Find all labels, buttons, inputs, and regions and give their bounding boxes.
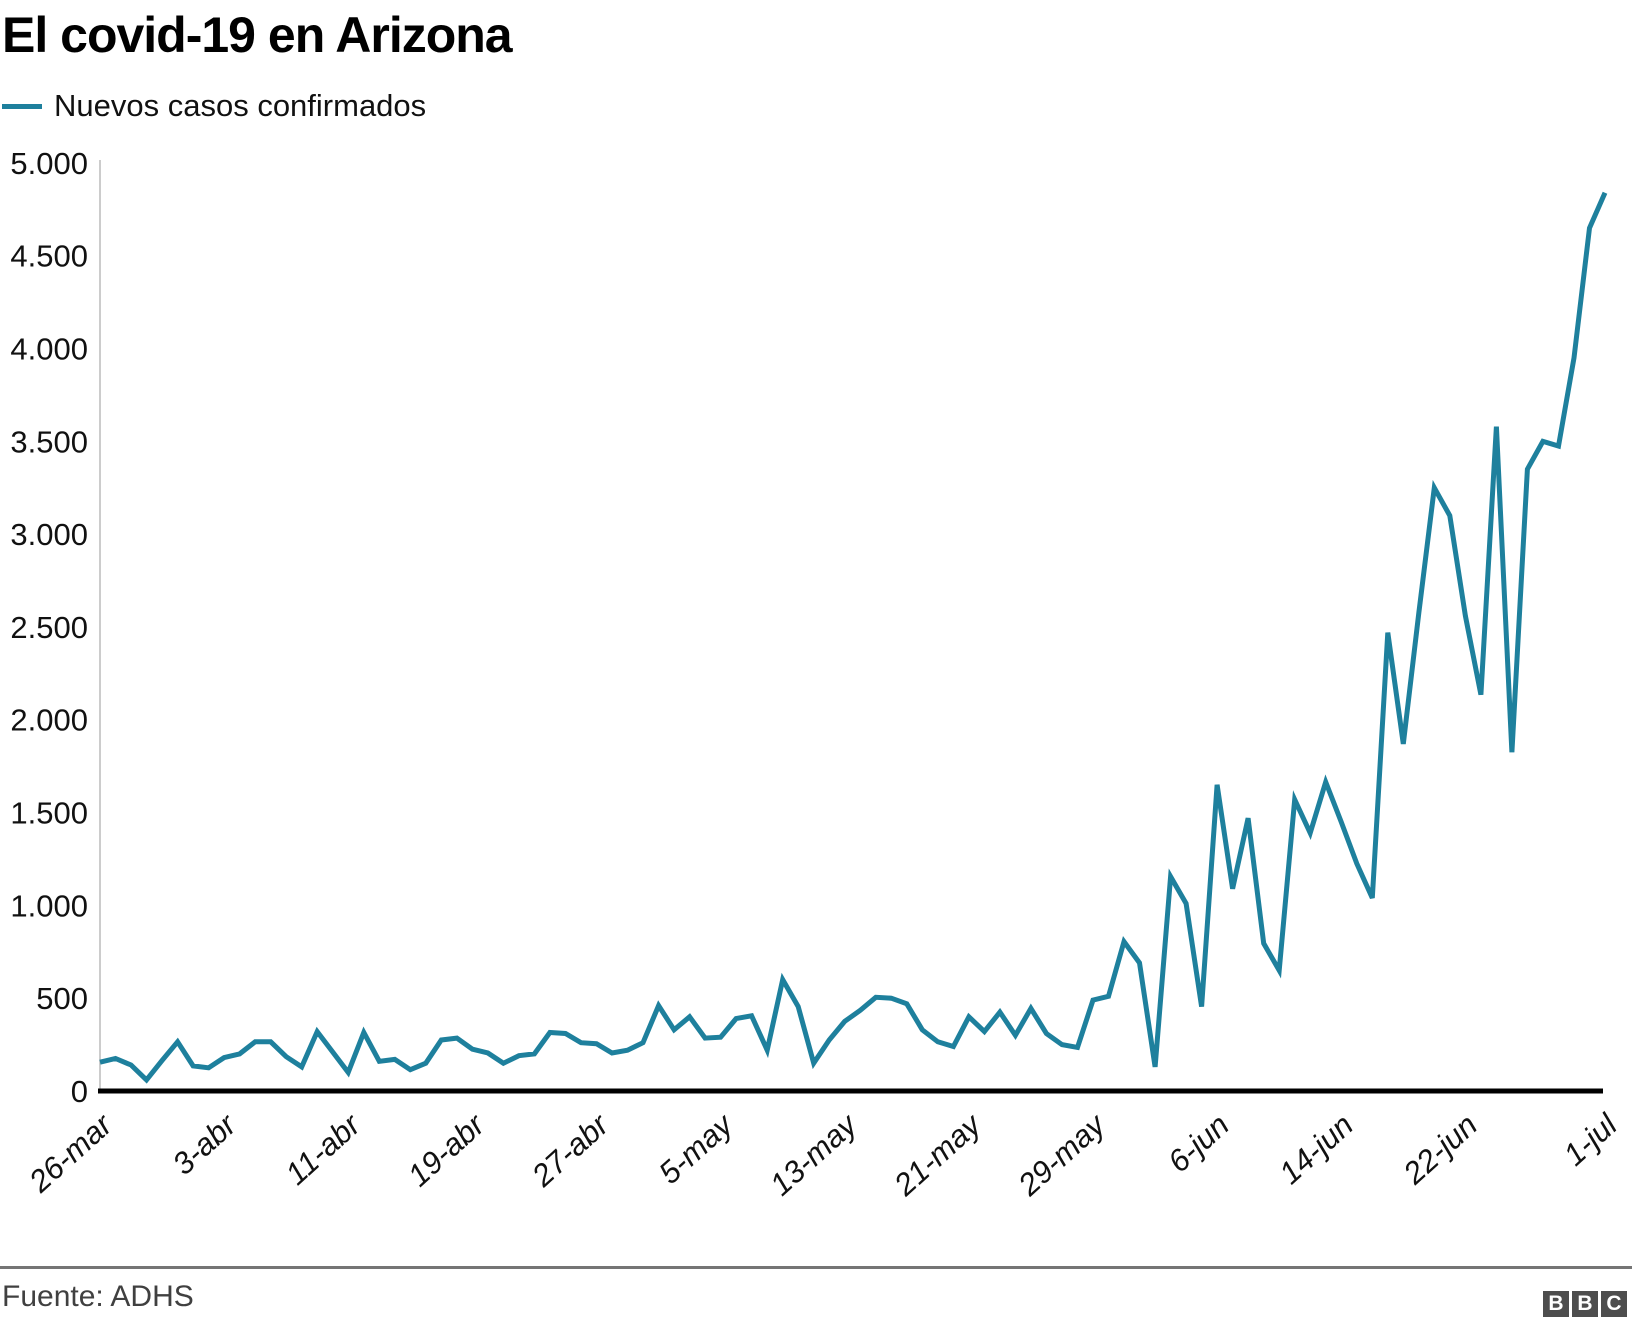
legend-line-swatch xyxy=(2,103,42,109)
bbc-logo-letter: C xyxy=(1601,1291,1627,1317)
y-tick-label: 3.500 xyxy=(10,424,88,459)
legend: Nuevos casos confirmados xyxy=(2,88,426,124)
chart-svg: 0 500 1.000 1.500 2.000 2.500 3.000 3.500 4.000 4… xyxy=(10,146,1625,1204)
bbc-logo-letter: B xyxy=(1543,1291,1569,1317)
x-tick-label: 27-abr xyxy=(524,1106,616,1194)
x-tick-label: 22-jun xyxy=(1396,1107,1484,1191)
y-tick-label: 4.500 xyxy=(10,239,88,274)
source-label: Fuente: ADHS xyxy=(2,1280,194,1313)
x-tick-label: 1-jul xyxy=(1557,1106,1625,1172)
x-tick-label: 5-may xyxy=(652,1106,741,1191)
x-tick-label: 29-may xyxy=(1011,1106,1114,1204)
x-tick-label: 14-jun xyxy=(1272,1107,1359,1191)
y-tick-label: 2.500 xyxy=(10,610,88,645)
cases-line xyxy=(99,191,1608,1084)
x-tick-label: 21-may xyxy=(887,1106,990,1204)
footer-divider xyxy=(0,1266,1632,1269)
x-tick-label: 11-abr xyxy=(279,1106,369,1192)
x-tick-label: 13-may xyxy=(763,1106,865,1203)
y-tick-label: 1.000 xyxy=(10,888,88,923)
x-tick-label: 3-abr xyxy=(166,1106,244,1182)
x-tick-label: 26-mar xyxy=(22,1106,120,1200)
bbc-logo: B B C xyxy=(1543,1291,1627,1317)
y-tick-label: 0 xyxy=(71,1074,88,1109)
page-title: El covid-19 en Arizona xyxy=(2,7,513,63)
x-tick-label: 19-abr xyxy=(401,1106,492,1193)
y-tick-label: 1.500 xyxy=(10,795,88,830)
y-tick-label: 5.000 xyxy=(10,146,88,181)
y-tick-label: 4.000 xyxy=(10,331,88,366)
legend-label: Nuevos casos confirmados xyxy=(54,88,427,123)
x-tick-label: 6-jun xyxy=(1161,1107,1236,1179)
bbc-logo-letter: B xyxy=(1572,1291,1598,1317)
y-tick-label: 2.000 xyxy=(10,703,88,738)
y-tick-label: 3.000 xyxy=(10,517,88,552)
y-tick-label: 500 xyxy=(36,981,88,1016)
